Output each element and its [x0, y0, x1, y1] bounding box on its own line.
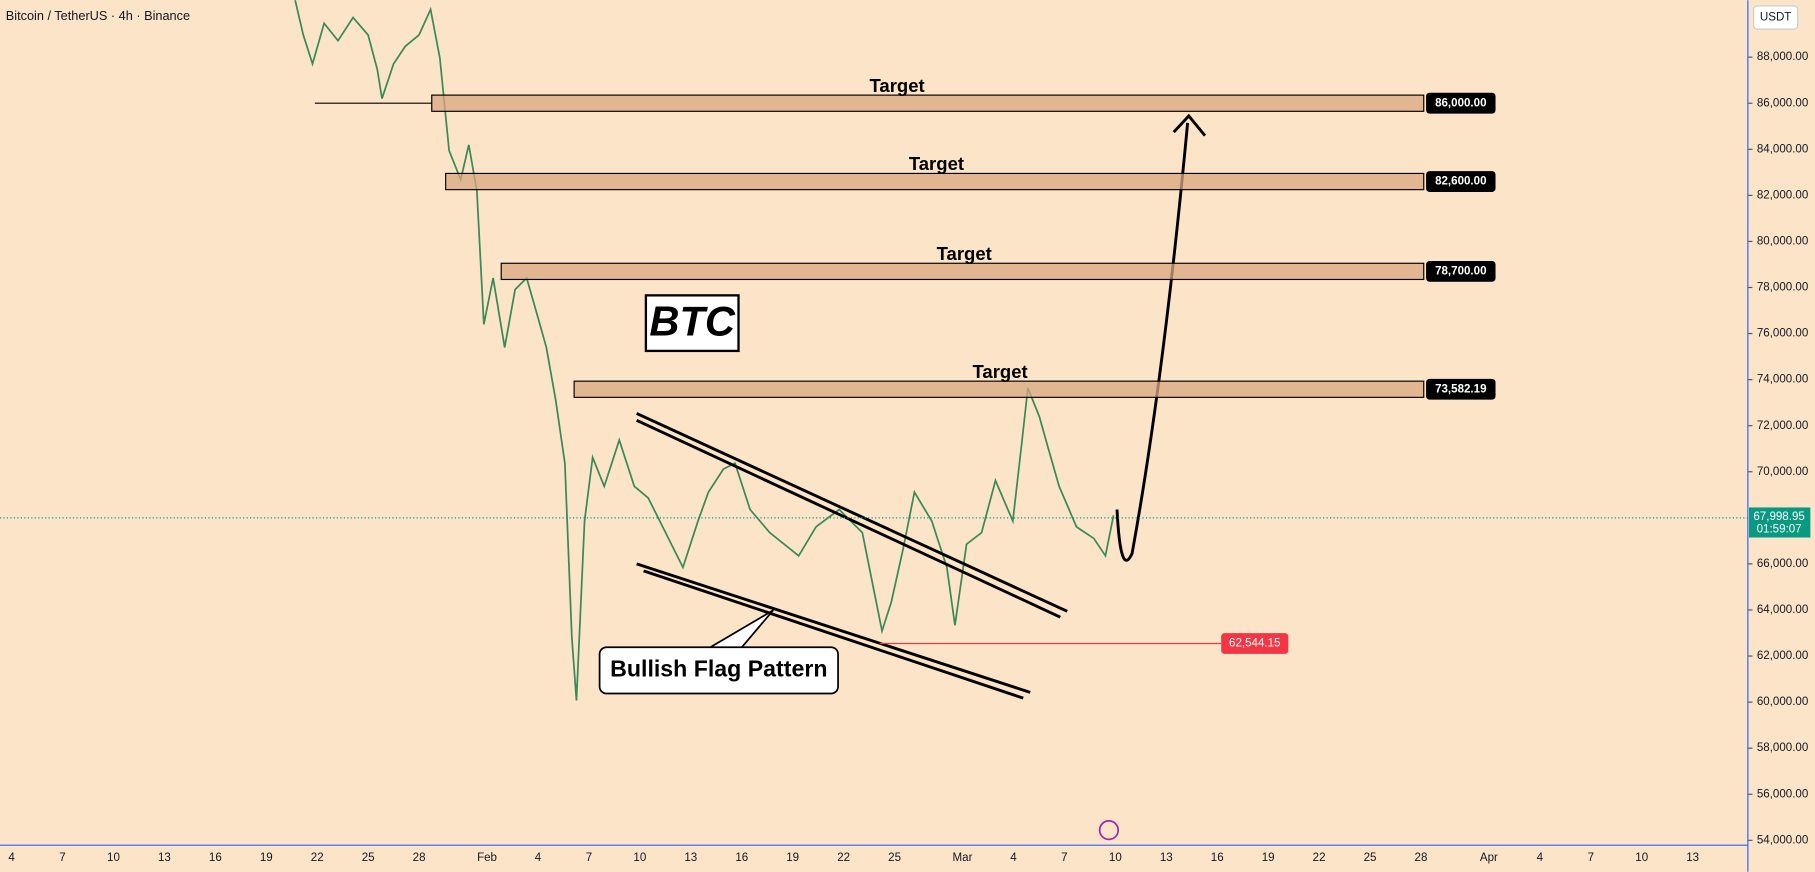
- price-tag-label: 73,582.19: [1435, 383, 1486, 395]
- price-tick-label: 76,000.00: [1757, 328, 1808, 340]
- projection-arrow: [1115, 122, 1190, 562]
- date-label: 7: [1061, 852, 1067, 864]
- price-tick-label: 86,000.00: [1757, 97, 1808, 109]
- date-label: 22: [1313, 852, 1326, 864]
- date-label: 19: [786, 852, 799, 864]
- target-zone: [445, 172, 1425, 191]
- target-zone: [431, 94, 1425, 112]
- arrow-head: [1172, 113, 1207, 137]
- date-label: Apr: [1480, 852, 1498, 864]
- date-label: 28: [1415, 852, 1428, 864]
- date-label: 10: [633, 852, 646, 864]
- price-tick-label: 80,000.00: [1757, 235, 1808, 247]
- price-axis: [1747, 0, 1815, 872]
- price-tick-label: 60,000.00: [1757, 696, 1808, 708]
- date-label: 16: [209, 852, 222, 864]
- pattern-box: [598, 646, 839, 695]
- date-label: 10: [1635, 852, 1648, 864]
- date-label: 10: [1109, 852, 1122, 864]
- date-label: 7: [59, 852, 65, 864]
- date-label: 4: [535, 852, 542, 864]
- date-label: 13: [1160, 852, 1173, 864]
- target-label: Target: [972, 361, 1027, 382]
- price-tick-label: 78,000.00: [1757, 282, 1808, 294]
- target-label: Target: [909, 153, 964, 174]
- replay-icon[interactable]: [1098, 820, 1120, 841]
- date-label: 25: [1364, 852, 1377, 864]
- unit-button[interactable]: [1753, 5, 1799, 30]
- date-label: 28: [413, 852, 426, 864]
- flag-upper: [636, 412, 1068, 619]
- price-tick-label: 66,000.00: [1757, 558, 1808, 570]
- date-label: 16: [735, 852, 748, 864]
- date-label: 19: [260, 852, 273, 864]
- date-label: 25: [888, 852, 901, 864]
- price-tick-label: 70,000.00: [1757, 466, 1808, 478]
- date-label: 13: [1686, 852, 1699, 864]
- header-title: Bitcoin / TetherUS · 4h · Binance: [6, 8, 190, 23]
- low-tag-label: 62,544.15: [1229, 638, 1280, 650]
- price-tick-label: 64,000.00: [1757, 604, 1808, 616]
- date-label: 22: [311, 852, 324, 864]
- price-tag-label: 82,600.00: [1435, 176, 1486, 188]
- price-tag: [1426, 171, 1496, 192]
- date-label: 4: [8, 852, 15, 864]
- price-tick-label: 56,000.00: [1757, 788, 1808, 800]
- callout-pointer: [707, 609, 774, 650]
- price-tick-label: 54,000.00: [1757, 834, 1808, 846]
- unit-label: USDT: [1760, 12, 1791, 24]
- countdown-label: 01:59:07: [1757, 523, 1802, 535]
- current-price-tag: [1749, 507, 1811, 538]
- date-label: 13: [158, 852, 171, 864]
- price-tick-label: 88,000.00: [1757, 51, 1808, 63]
- date-label: 19: [1262, 852, 1275, 864]
- date-label: 4: [1537, 852, 1544, 864]
- price-tag: [1426, 92, 1496, 114]
- target-label: Target: [869, 75, 924, 96]
- date-label: 16: [1211, 852, 1224, 864]
- price-tick-label: 74,000.00: [1757, 374, 1808, 386]
- target-zone: [500, 262, 1425, 281]
- pattern-label: Bullish Flag Pattern: [610, 656, 827, 682]
- target-zone: [573, 380, 1425, 398]
- date-label: 22: [837, 852, 850, 864]
- symbol-label: BTC: [649, 297, 736, 344]
- price-tag-label: 78,700.00: [1435, 265, 1486, 277]
- price-tick-label: 72,000.00: [1757, 420, 1808, 432]
- price-tag-label: 86,000.00: [1435, 97, 1486, 109]
- price-tag: [1426, 378, 1496, 400]
- price-tick-label: 58,000.00: [1757, 742, 1808, 754]
- current-price-label: 67,998.95: [1753, 511, 1804, 523]
- target-label: Target: [937, 243, 992, 264]
- date-label: 7: [1588, 852, 1594, 864]
- price-tick-label: 84,000.00: [1757, 143, 1808, 155]
- date-label: 25: [362, 852, 375, 864]
- symbol-box: [644, 294, 740, 353]
- flag-lower: [636, 562, 1031, 700]
- price-tick-label: 62,000.00: [1757, 650, 1808, 662]
- price-tick-label: 82,000.00: [1757, 189, 1808, 201]
- date-label: 4: [1010, 852, 1017, 864]
- date-label: Feb: [477, 852, 497, 864]
- date-label: 10: [107, 852, 120, 864]
- price-path: [294, 0, 1115, 701]
- date-label: 7: [586, 852, 592, 864]
- date-label: 13: [684, 852, 697, 864]
- date-label: Mar: [953, 852, 973, 864]
- low-tag: [1221, 633, 1289, 654]
- price-tag: [1426, 260, 1496, 282]
